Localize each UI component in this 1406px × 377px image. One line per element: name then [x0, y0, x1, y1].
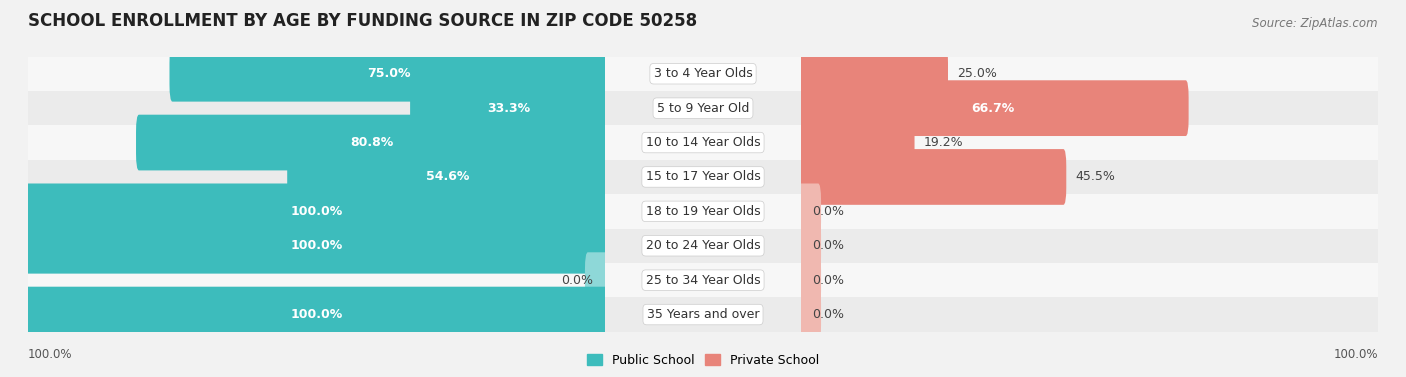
Bar	[801, 228, 1378, 263]
Text: 100.0%: 100.0%	[291, 308, 343, 321]
FancyBboxPatch shape	[411, 80, 607, 136]
Bar	[28, 160, 605, 194]
FancyBboxPatch shape	[28, 161, 34, 193]
Text: 100.0%: 100.0%	[1333, 348, 1378, 361]
FancyBboxPatch shape	[605, 264, 801, 296]
FancyBboxPatch shape	[801, 57, 807, 90]
Text: 66.7%: 66.7%	[972, 102, 1015, 115]
Text: 19.2%: 19.2%	[924, 136, 963, 149]
Text: 100.0%: 100.0%	[28, 348, 73, 361]
Text: 45.5%: 45.5%	[1076, 170, 1115, 184]
Bar	[605, 228, 801, 263]
Bar	[28, 228, 605, 263]
FancyBboxPatch shape	[799, 149, 1066, 205]
FancyBboxPatch shape	[799, 115, 914, 170]
FancyBboxPatch shape	[799, 46, 948, 102]
FancyBboxPatch shape	[801, 264, 807, 297]
Bar	[605, 91, 801, 126]
Text: 0.0%: 0.0%	[813, 239, 845, 252]
Text: 100.0%: 100.0%	[291, 239, 343, 252]
FancyBboxPatch shape	[28, 195, 34, 228]
Text: 0.0%: 0.0%	[813, 205, 845, 218]
FancyBboxPatch shape	[605, 196, 801, 227]
FancyBboxPatch shape	[25, 287, 607, 342]
Bar	[605, 263, 801, 297]
Text: 100.0%: 100.0%	[291, 205, 343, 218]
FancyBboxPatch shape	[585, 252, 607, 308]
FancyBboxPatch shape	[801, 92, 807, 125]
FancyBboxPatch shape	[25, 218, 607, 274]
Text: 20 to 24 Year Olds: 20 to 24 Year Olds	[645, 239, 761, 252]
Bar	[801, 126, 1378, 160]
Text: 33.3%: 33.3%	[488, 102, 530, 115]
Bar	[28, 297, 605, 332]
FancyBboxPatch shape	[605, 299, 801, 330]
Text: 5 to 9 Year Old: 5 to 9 Year Old	[657, 102, 749, 115]
FancyBboxPatch shape	[799, 252, 821, 308]
FancyBboxPatch shape	[799, 218, 821, 274]
Bar	[801, 57, 1378, 91]
Bar	[605, 194, 801, 228]
FancyBboxPatch shape	[605, 127, 801, 158]
FancyBboxPatch shape	[801, 161, 807, 193]
Bar	[801, 194, 1378, 228]
FancyBboxPatch shape	[799, 80, 1188, 136]
Bar	[801, 263, 1378, 297]
Bar	[28, 91, 605, 126]
Text: Source: ZipAtlas.com: Source: ZipAtlas.com	[1253, 17, 1378, 30]
Text: 25 to 34 Year Olds: 25 to 34 Year Olds	[645, 274, 761, 287]
Text: 25.0%: 25.0%	[956, 67, 997, 80]
FancyBboxPatch shape	[28, 298, 34, 331]
FancyBboxPatch shape	[799, 184, 821, 239]
FancyBboxPatch shape	[801, 195, 807, 228]
FancyBboxPatch shape	[801, 298, 807, 331]
FancyBboxPatch shape	[28, 92, 34, 125]
Text: 0.0%: 0.0%	[813, 274, 845, 287]
FancyBboxPatch shape	[605, 161, 801, 193]
Text: 15 to 17 Year Olds: 15 to 17 Year Olds	[645, 170, 761, 184]
Text: 10 to 14 Year Olds: 10 to 14 Year Olds	[645, 136, 761, 149]
FancyBboxPatch shape	[25, 184, 607, 239]
FancyBboxPatch shape	[605, 92, 801, 124]
Bar	[605, 126, 801, 160]
FancyBboxPatch shape	[605, 58, 801, 90]
Bar	[28, 57, 605, 91]
Bar	[28, 126, 605, 160]
FancyBboxPatch shape	[28, 264, 34, 297]
FancyBboxPatch shape	[28, 126, 34, 159]
FancyBboxPatch shape	[28, 229, 34, 262]
Bar	[801, 160, 1378, 194]
FancyBboxPatch shape	[605, 230, 801, 262]
Text: 80.8%: 80.8%	[350, 136, 394, 149]
FancyBboxPatch shape	[801, 229, 807, 262]
FancyBboxPatch shape	[287, 149, 607, 205]
Text: 35 Years and over: 35 Years and over	[647, 308, 759, 321]
FancyBboxPatch shape	[799, 287, 821, 342]
Bar	[28, 194, 605, 228]
Bar	[801, 91, 1378, 126]
Bar	[801, 297, 1378, 332]
FancyBboxPatch shape	[136, 115, 607, 170]
Bar	[605, 57, 801, 91]
Legend: Public School, Private School: Public School, Private School	[588, 354, 818, 367]
Text: 3 to 4 Year Olds: 3 to 4 Year Olds	[654, 67, 752, 80]
FancyBboxPatch shape	[28, 57, 34, 90]
Bar	[605, 297, 801, 332]
Text: 75.0%: 75.0%	[367, 67, 411, 80]
Text: 0.0%: 0.0%	[561, 274, 593, 287]
Bar	[605, 160, 801, 194]
Text: 54.6%: 54.6%	[426, 170, 470, 184]
Text: 0.0%: 0.0%	[813, 308, 845, 321]
Text: 18 to 19 Year Olds: 18 to 19 Year Olds	[645, 205, 761, 218]
FancyBboxPatch shape	[801, 126, 807, 159]
Text: SCHOOL ENROLLMENT BY AGE BY FUNDING SOURCE IN ZIP CODE 50258: SCHOOL ENROLLMENT BY AGE BY FUNDING SOUR…	[28, 12, 697, 30]
FancyBboxPatch shape	[170, 46, 607, 102]
Bar	[28, 263, 605, 297]
